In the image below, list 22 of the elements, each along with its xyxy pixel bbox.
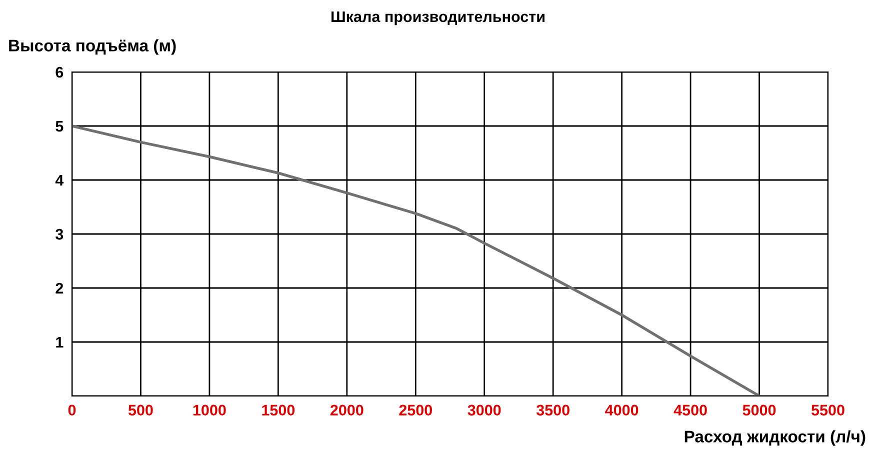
x-tick-label: 2000 — [330, 404, 364, 416]
x-tick-label: 3000 — [468, 404, 501, 416]
y-tick-label: 5 — [56, 121, 64, 132]
line-series — [72, 124, 761, 396]
x-tick-label: 0 — [68, 404, 76, 416]
x-tick-label: 2500 — [399, 404, 432, 416]
x-tick-label: 1500 — [262, 404, 295, 416]
y-tick-label: 6 — [56, 66, 64, 78]
y-tick-label: 1 — [56, 337, 64, 348]
x-tick-label: 3500 — [536, 404, 570, 416]
y-tick-label: 4 — [55, 175, 64, 186]
y-tick-label: 3 — [56, 228, 64, 240]
x-tick-label: 5500 — [811, 404, 844, 416]
y-axis-title: Высота подъёма (м) — [9, 39, 176, 55]
x-tick-label: 1000 — [193, 404, 226, 416]
x-tick-label: 500 — [128, 404, 153, 416]
chart-title: Шкала производительности — [332, 11, 544, 26]
x-axis-title: Расход жидкости (л/ч) — [684, 430, 866, 446]
x-tick-label: 4000 — [605, 404, 638, 416]
x-tick-label: 4500 — [674, 404, 707, 416]
x-tick-label: 5000 — [742, 404, 776, 416]
y-tick-label: 2 — [56, 282, 64, 294]
